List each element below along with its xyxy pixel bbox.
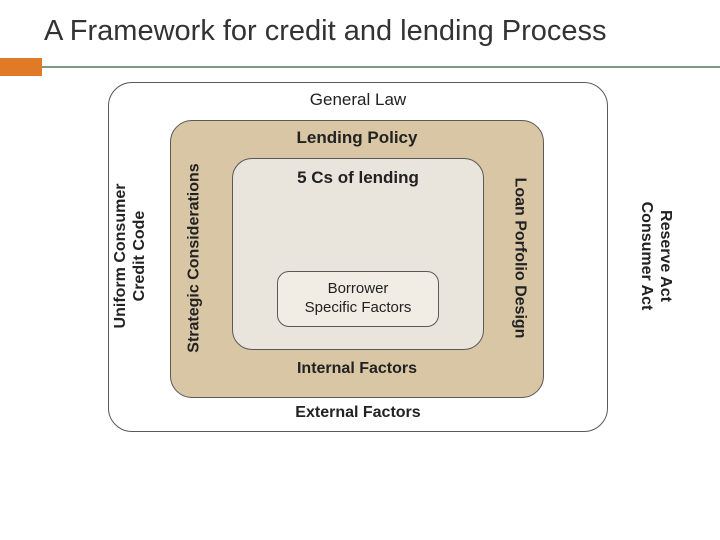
label-5cs: 5 Cs of lending [232, 168, 484, 188]
accent-orange [0, 58, 42, 76]
accent-line [42, 66, 720, 68]
diagram-area: BorrowerSpecific Factors General Law Len… [0, 76, 720, 496]
label-internal-factors: Internal Factors [170, 360, 544, 378]
label-general-law: General Law [108, 90, 608, 110]
slide-title: A Framework for credit and lending Proce… [44, 14, 676, 48]
accent-row [0, 58, 720, 76]
label-uniform-consumer-credit-code: Uniform ConsumerCredit Code [111, 156, 149, 356]
label-loan-portfolio-design: Loan Porfolio Design [510, 143, 529, 373]
borrower-label: BorrowerSpecific Factors [305, 280, 412, 318]
label-reserve-act-consumer-act: Reserve ActConsumer Act [637, 146, 675, 366]
borrower-box: BorrowerSpecific Factors [277, 271, 439, 327]
label-strategic-considerations: Strategic Considerations [184, 143, 203, 373]
label-external-factors: External Factors [108, 404, 608, 422]
label-lending-policy: Lending Policy [170, 128, 544, 148]
